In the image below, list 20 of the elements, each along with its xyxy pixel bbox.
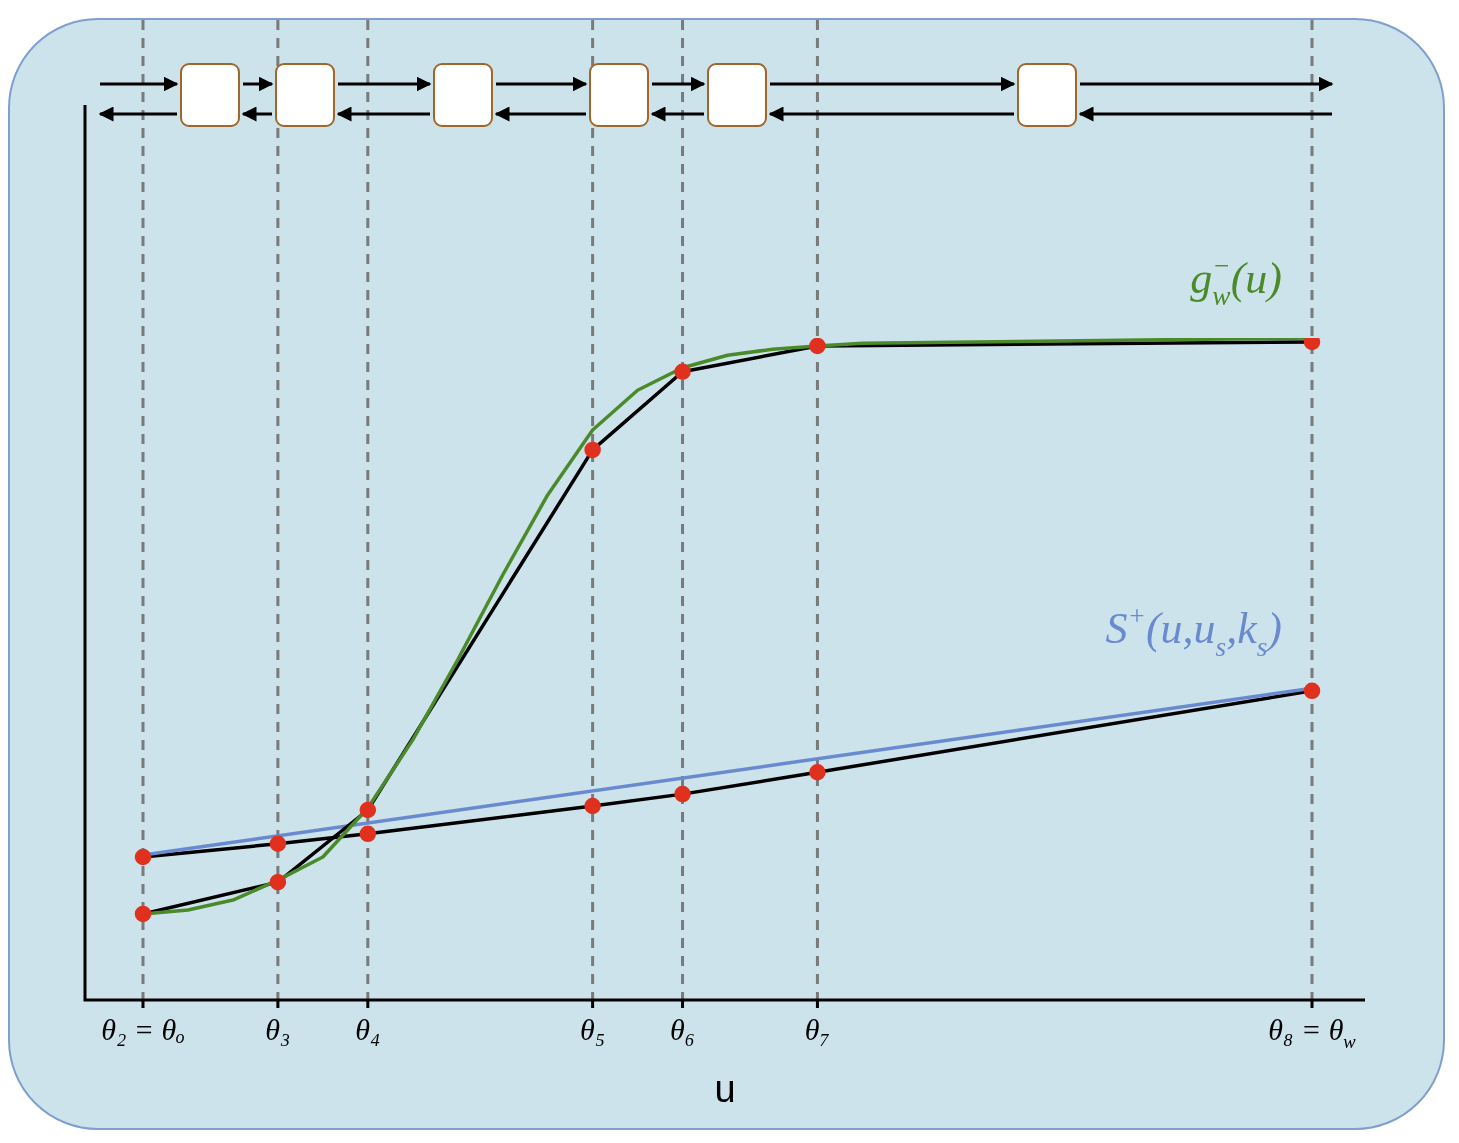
point <box>359 825 377 843</box>
x-tick-label: θ₂ = θₒ <box>101 1013 185 1046</box>
point <box>359 801 377 819</box>
point <box>584 441 601 459</box>
point <box>809 338 826 355</box>
point <box>134 848 152 866</box>
x-tick-label: θ₄ <box>355 1013 381 1046</box>
point <box>269 835 287 853</box>
point <box>809 764 826 781</box>
point <box>674 785 691 803</box>
x-tick-label: θ₇ <box>804 1013 831 1046</box>
x-tick-label: θ₆ <box>669 1013 696 1046</box>
point <box>1303 682 1321 700</box>
point <box>134 905 152 923</box>
x-tick-label: θ₃ <box>265 1013 291 1046</box>
point <box>674 363 691 381</box>
x-axis-title: u <box>714 1068 736 1110</box>
x-tick-label: θ₅ <box>580 1013 606 1046</box>
point <box>584 797 601 815</box>
point <box>269 873 287 891</box>
